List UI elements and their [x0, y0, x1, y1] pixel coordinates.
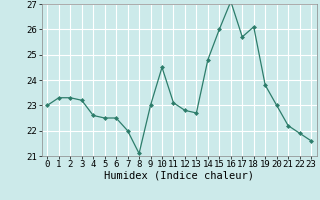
- X-axis label: Humidex (Indice chaleur): Humidex (Indice chaleur): [104, 171, 254, 181]
